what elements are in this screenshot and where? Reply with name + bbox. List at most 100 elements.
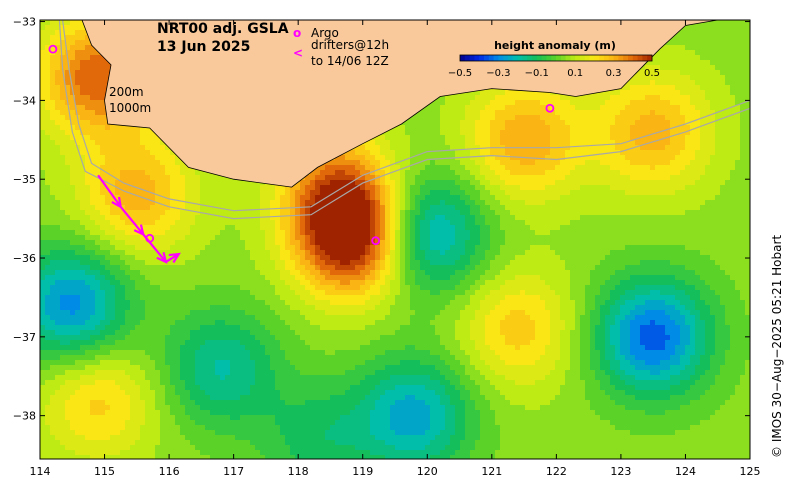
anomaly-cell (60, 230, 66, 236)
anomaly-cell (160, 435, 166, 441)
anomaly-cell (240, 365, 246, 371)
anomaly-cell (300, 265, 306, 271)
anomaly-cell (55, 170, 61, 176)
anomaly-cell (155, 170, 161, 176)
anomaly-cell (220, 215, 226, 221)
anomaly-cell (220, 220, 226, 226)
anomaly-cell (55, 75, 61, 81)
anomaly-cell (125, 165, 131, 171)
anomaly-cell (185, 265, 191, 271)
anomaly-cell (225, 265, 231, 271)
anomaly-cell (295, 315, 301, 321)
anomaly-cell (110, 165, 116, 171)
anomaly-cell (155, 325, 161, 331)
anomaly-cell (200, 335, 206, 341)
anomaly-cell (220, 400, 226, 406)
anomaly-cell (310, 180, 316, 186)
anomaly-cell (100, 80, 106, 86)
anomaly-cell (140, 150, 146, 156)
anomaly-cell (185, 250, 191, 256)
anomaly-cell (90, 450, 96, 456)
anomaly-cell (305, 370, 311, 376)
anomaly-cell (180, 165, 186, 171)
anomaly-cell (195, 265, 201, 271)
anomaly-cell (135, 335, 141, 341)
anomaly-cell (185, 355, 191, 361)
anomaly-cell (140, 345, 146, 351)
anomaly-cell (190, 355, 196, 361)
anomaly-cell (200, 400, 206, 406)
anomaly-cell (195, 330, 201, 336)
anomaly-cell (145, 235, 151, 241)
anomaly-cell (100, 310, 106, 316)
anomaly-cell (320, 295, 326, 301)
anomaly-cell (90, 245, 96, 251)
anomaly-cell (105, 440, 111, 446)
anomaly-cell (305, 285, 311, 291)
anomaly-cell (55, 25, 61, 31)
anomaly-cell (125, 315, 131, 321)
anomaly-cell (205, 355, 211, 361)
anomaly-cell (305, 215, 311, 221)
anomaly-cell (45, 365, 51, 371)
anomaly-cell (85, 185, 91, 191)
anomaly-cell (75, 230, 81, 236)
anomaly-cell (120, 380, 126, 386)
anomaly-cell (200, 430, 206, 436)
anomaly-cell (105, 230, 111, 236)
anomaly-cell (160, 355, 166, 361)
anomaly-cell (320, 265, 326, 271)
anomaly-cell (235, 220, 241, 226)
anomaly-cell (165, 450, 171, 456)
anomaly-cell (80, 430, 86, 436)
anomaly-cell (245, 405, 251, 411)
anomaly-cell (195, 425, 201, 431)
anomaly-cell (215, 360, 221, 366)
anomaly-cell (180, 235, 186, 241)
anomaly-cell (85, 65, 91, 71)
anomaly-cell (125, 375, 131, 381)
anomaly-cell (285, 250, 291, 256)
anomaly-cell (200, 445, 206, 451)
anomaly-cell (120, 335, 126, 341)
anomaly-cell (285, 295, 291, 301)
anomaly-cell (40, 165, 46, 171)
anomaly-cell (180, 295, 186, 301)
anomaly-cell (155, 225, 161, 231)
anomaly-cell (105, 160, 111, 166)
anomaly-cell (275, 220, 281, 226)
anomaly-cell (275, 190, 281, 196)
anomaly-cell (320, 290, 326, 296)
anomaly-cell (160, 320, 166, 326)
anomaly-cell (115, 380, 121, 386)
anomaly-cell (180, 220, 186, 226)
anomaly-cell (80, 205, 86, 211)
anomaly-cell (215, 450, 221, 456)
anomaly-cell (165, 315, 171, 321)
anomaly-cell (315, 400, 321, 406)
anomaly-cell (90, 385, 96, 391)
anomaly-cell (145, 420, 151, 426)
anomaly-cell (120, 405, 126, 411)
anomaly-cell (65, 120, 71, 126)
anomaly-cell (120, 320, 126, 326)
anomaly-cell (70, 35, 76, 41)
anomaly-cell (90, 390, 96, 396)
anomaly-cell (220, 245, 226, 251)
anomaly-cell (105, 125, 111, 131)
anomaly-cell (260, 305, 266, 311)
anomaly-cell (105, 200, 111, 206)
anomaly-cell (230, 280, 236, 286)
anomaly-cell (175, 370, 181, 376)
anomaly-cell (295, 320, 301, 326)
anomaly-cell (290, 450, 296, 456)
anomaly-cell (85, 435, 91, 441)
anomaly-cell (200, 230, 206, 236)
anomaly-cell (230, 200, 236, 206)
anomaly-cell (275, 320, 281, 326)
anomaly-cell (305, 310, 311, 316)
anomaly-cell (115, 190, 121, 196)
anomaly-cell (95, 60, 101, 66)
anomaly-cell (160, 235, 166, 241)
anomaly-cell (315, 315, 321, 321)
